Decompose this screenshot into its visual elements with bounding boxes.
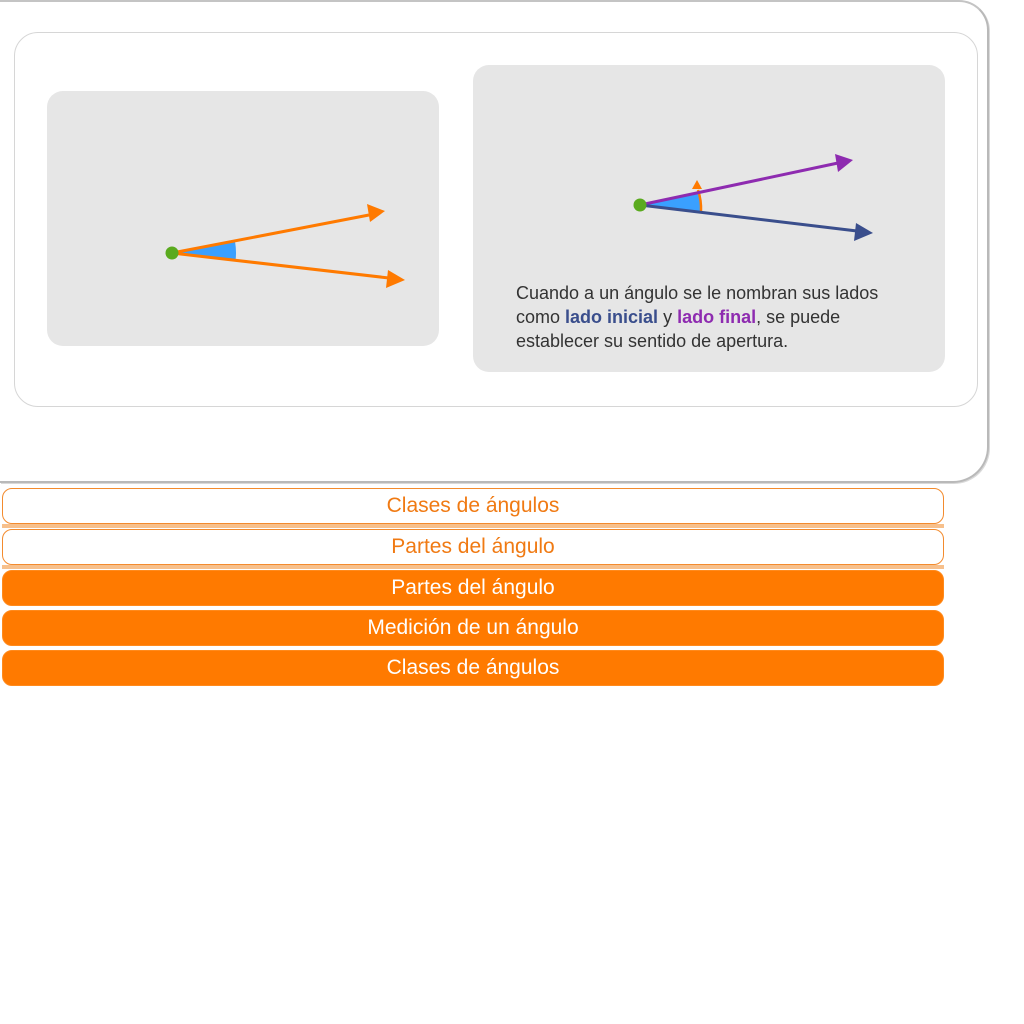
nav-button-partes-del-angulo-active[interactable]: Partes del ángulo [2,570,944,606]
arrowhead-icon [835,154,853,172]
arrowhead-icon [367,204,385,222]
nav-button-clases-de-angulos[interactable]: Clases de ángulos [2,488,944,524]
angle-diagram [165,204,405,288]
initial-side-label: lado inicial [565,307,659,327]
caption-text: y [658,307,678,327]
caption-text: , se puede establecer su sentido de aper… [516,307,841,351]
direction-arrow-icon [692,180,702,189]
divider [2,524,944,528]
angle-arc [640,192,702,212]
angle-illustration-panel [47,91,439,346]
caption-text: Cuando a un ángulo se le nombran sus lad… [516,283,879,327]
divider [2,565,944,569]
nav-button-medicion-de-un-angulo[interactable]: Medición de un ángulo [2,610,944,646]
arrowhead-icon [386,270,405,288]
vertex-dot [165,246,179,260]
angle-arc [172,241,237,261]
angle-direction-panel: Cuando a un ángulo se le nombran sus lad… [473,65,945,372]
angle-side-lower [171,251,390,280]
directed-angle-diagram [633,154,873,241]
angle-side-upper [171,213,370,255]
nav-button-clases-de-angulos-active[interactable]: Clases de ángulos [2,650,944,686]
initial-side [639,203,858,233]
vertex-dot [633,198,647,212]
explanation-text: Cuando a un ángulo se le nombran sus lad… [516,281,916,353]
nav-button-partes-del-angulo[interactable]: Partes del ángulo [2,529,944,565]
final-side [639,161,839,207]
final-side-label: lado final [677,307,757,327]
arrowhead-icon [854,223,873,241]
